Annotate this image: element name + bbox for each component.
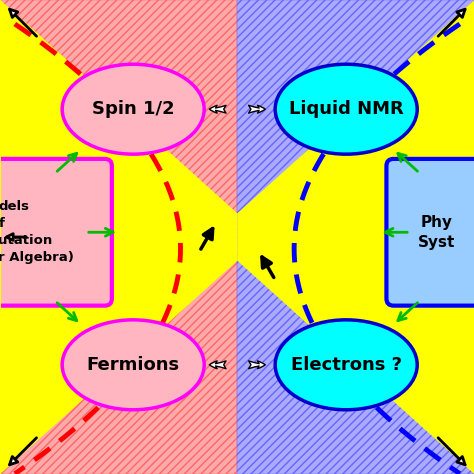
Polygon shape (237, 0, 474, 474)
Text: dels
f
utation
r Algebra): dels f utation r Algebra) (0, 201, 74, 264)
Ellipse shape (62, 320, 204, 410)
Ellipse shape (62, 64, 204, 154)
Text: Spin 1/2: Spin 1/2 (92, 100, 174, 118)
Ellipse shape (275, 64, 417, 154)
Polygon shape (0, 0, 237, 474)
Ellipse shape (275, 320, 417, 410)
Polygon shape (237, 0, 474, 474)
Text: Fermions: Fermions (87, 356, 180, 374)
Text: Phy
Syst: Phy Syst (418, 215, 455, 250)
Polygon shape (0, 0, 237, 474)
FancyBboxPatch shape (0, 159, 112, 306)
Text: Liquid NMR: Liquid NMR (289, 100, 403, 118)
Text: Electrons ?: Electrons ? (291, 356, 401, 374)
FancyBboxPatch shape (386, 159, 474, 306)
